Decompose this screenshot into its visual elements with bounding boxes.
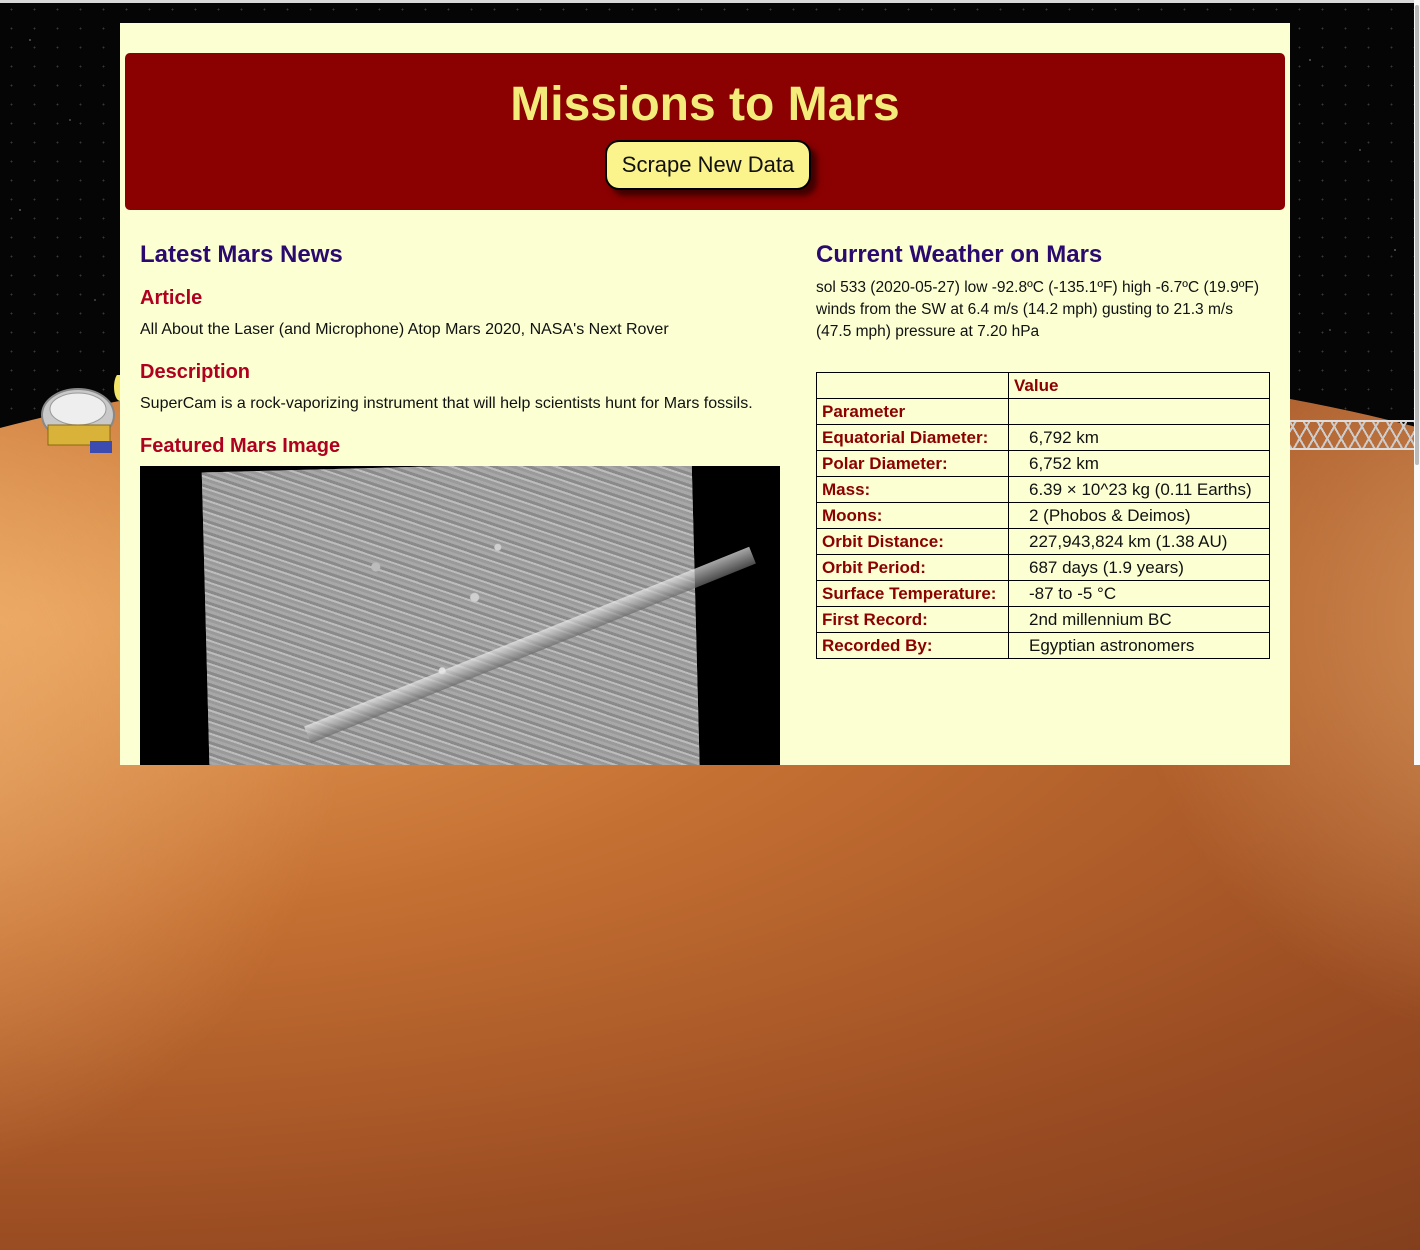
satellite-truss [1290,420,1420,450]
table-header-parameter: Parameter [816,398,1009,425]
mars-facts-table: Value Parameter Equatorial Diameter: 6,7… [816,372,1270,659]
table-row: Orbit Period: 687 days (1.9 years) [816,554,1270,581]
table-row: Equatorial Diameter: 6,792 km [816,424,1270,451]
fact-value: -87 to -5 °C [1008,580,1270,607]
fact-value: 6,792 km [1008,424,1270,451]
table-header-row: Parameter [816,398,1270,425]
fact-param: Recorded By: [816,632,1009,659]
fact-param: Moons: [816,502,1009,529]
article-title: All About the Laser (and Microphone) Ato… [140,321,669,338]
table-header-empty [816,372,1009,399]
fact-param: Mass: [816,476,1009,503]
latest-news-title: Latest Mars News [140,241,343,268]
main-container: Missions to Mars Scrape New Data Latest … [120,23,1290,765]
table-header-value: Value [1008,372,1270,399]
fact-param: Orbit Period: [816,554,1009,581]
table-row: First Record: 2nd millennium BC [816,606,1270,633]
fact-param: Polar Diameter: [816,450,1009,477]
featured-mars-image [140,466,780,765]
weather-title: Current Weather on Mars [816,241,1103,268]
fact-value: 2nd millennium BC [1008,606,1270,633]
page-title: Missions to Mars [510,78,900,131]
description-heading: Description [140,361,251,383]
fact-value: 6,752 km [1008,450,1270,477]
fact-param: Equatorial Diameter: [816,424,1009,451]
fact-value: 687 days (1.9 years) [1008,554,1270,581]
fact-value: Egyptian astronomers [1008,632,1270,659]
fact-param: Orbit Distance: [816,528,1009,555]
scrollbar[interactable] [1414,0,1420,765]
scrape-new-data-button[interactable]: Scrape New Data [605,140,811,190]
table-header-row: Value [816,372,1270,399]
table-row: Orbit Distance: 227,943,824 km (1.38 AU) [816,528,1270,555]
weather-report: sol 533 (2020-05-27) low -92.8ºC (-135.1… [816,279,1260,340]
spacecraft-icon [41,375,120,453]
scrollbar-thumb[interactable] [1415,5,1419,465]
table-row: Recorded By: Egyptian astronomers [816,632,1270,659]
fact-value: 6.39 × 10^23 kg (0.11 Earths) [1008,476,1270,503]
table-row: Moons: 2 (Phobos & Deimos) [816,502,1270,529]
description-text: SuperCam is a rock-vaporizing instrument… [140,395,753,412]
browser-top-edge [0,0,1420,3]
table-row: Surface Temperature: -87 to -5 °C [816,580,1270,607]
fact-param: Surface Temperature: [816,580,1009,607]
article-heading: Article [140,287,203,309]
table-header-blank [1008,398,1270,425]
header-banner: Missions to Mars Scrape New Data [125,53,1285,210]
featured-image-heading: Featured Mars Image [140,435,341,457]
table-row: Mass: 6.39 × 10^23 kg (0.11 Earths) [816,476,1270,503]
fact-param: First Record: [816,606,1009,633]
fact-value: 2 (Phobos & Deimos) [1008,502,1270,529]
fact-value: 227,943,824 km (1.38 AU) [1008,528,1270,555]
table-row: Polar Diameter: 6,752 km [816,450,1270,477]
